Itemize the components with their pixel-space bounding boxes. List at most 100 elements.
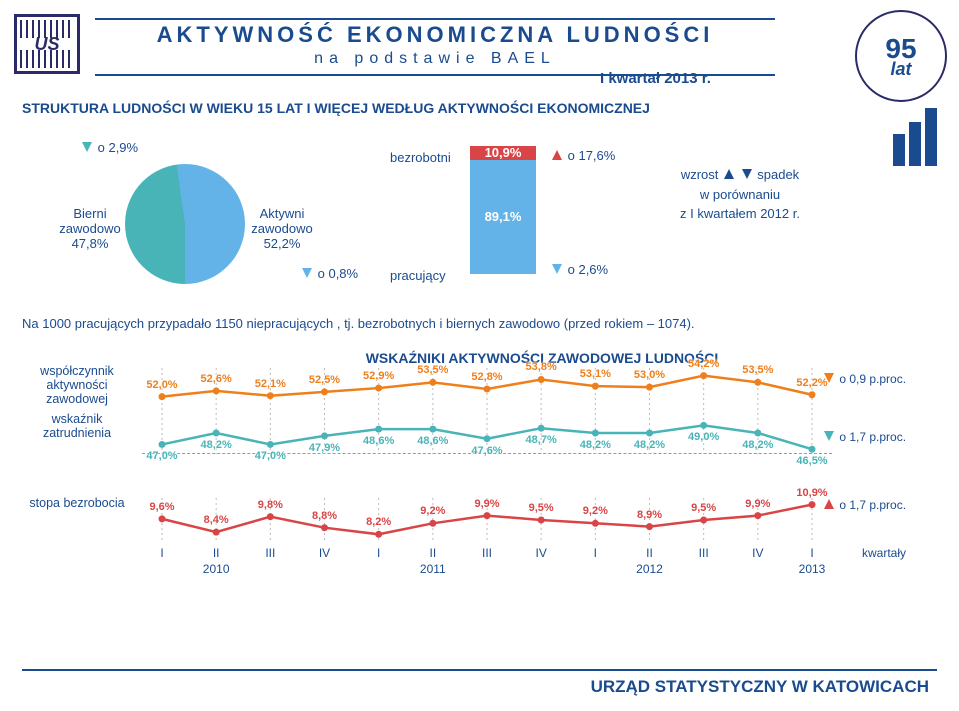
indicators-block: WSKAŹNIKI AKTYWNOŚCI ZAWODOWEJ LUDNOŚCI … bbox=[22, 350, 942, 582]
data-label: 9,5% bbox=[529, 502, 554, 514]
badge-bar bbox=[925, 108, 937, 166]
stack-change-bot: o 2,6% bbox=[550, 262, 608, 277]
data-label: 9,2% bbox=[583, 505, 608, 517]
data-label: 10,9% bbox=[796, 487, 827, 499]
data-label: 9,6% bbox=[149, 501, 174, 513]
data-label: 53,8% bbox=[526, 361, 557, 373]
x-tick: I bbox=[377, 546, 380, 560]
data-label: 52,5% bbox=[309, 374, 340, 386]
data-label: 8,4% bbox=[204, 514, 229, 526]
anniversary-badge: 95 lat bbox=[855, 10, 947, 102]
x-tick: II bbox=[213, 546, 220, 560]
data-label: 52,2% bbox=[796, 377, 827, 389]
data-label: 53,5% bbox=[417, 364, 448, 376]
section-subtitle: STRUKTURA LUDNOŚCI W WIEKU 15 LAT I WIĘC… bbox=[22, 100, 650, 116]
header-subtitle: na podstawie BAEL bbox=[95, 50, 775, 68]
x-tick: II bbox=[646, 546, 653, 560]
logo-stamp-text: US bbox=[17, 17, 77, 71]
badge-bars bbox=[893, 108, 937, 166]
data-label: 54,2% bbox=[688, 358, 719, 370]
data-label: 47,0% bbox=[146, 450, 177, 462]
arrow-up-icon bbox=[824, 499, 834, 509]
data-label: 47,0% bbox=[255, 450, 286, 462]
x-year: 2012 bbox=[636, 562, 663, 576]
data-label: 48,2% bbox=[634, 439, 665, 451]
x-axis: IIIIIIIVIIIIIIIVIIIIIIIVI201020112012201… bbox=[142, 542, 832, 582]
badge-bar bbox=[909, 122, 921, 166]
side-label-employment: wskaźnik zatrudnienia bbox=[22, 412, 132, 440]
data-label: 9,9% bbox=[745, 498, 770, 510]
data-label: 52,8% bbox=[471, 371, 502, 383]
data-label: 49,0% bbox=[688, 431, 719, 443]
stack-label-bot: pracujący bbox=[390, 268, 446, 283]
data-label: 9,2% bbox=[420, 505, 445, 517]
data-label: 8,2% bbox=[366, 516, 391, 528]
data-label: 48,6% bbox=[417, 435, 448, 447]
data-label: 52,6% bbox=[201, 373, 232, 385]
end-change-unemp: o 1,7 p.proc. bbox=[822, 498, 912, 512]
data-label: 9,5% bbox=[691, 502, 716, 514]
data-label: 9,9% bbox=[474, 498, 499, 510]
x-year: 2013 bbox=[799, 562, 826, 576]
logo-stamp: US bbox=[14, 14, 80, 74]
end-change-activity: o 0,9 p.proc. bbox=[822, 372, 912, 386]
pie-label-left: Bierni zawodowo 47,8% bbox=[55, 206, 125, 251]
data-label: 8,9% bbox=[637, 509, 662, 521]
pie-label-right: Aktywni zawodowo 52,2% bbox=[247, 206, 317, 251]
arrow-down-icon bbox=[82, 142, 92, 152]
pie-chart bbox=[125, 164, 245, 284]
side-label-unemp: stopa bezrobocia bbox=[22, 496, 132, 510]
pie-change-right: o 0,8% bbox=[300, 266, 358, 281]
x-tick: III bbox=[482, 546, 492, 560]
arrow-down-icon bbox=[552, 264, 562, 274]
arrow-up-icon bbox=[552, 150, 562, 160]
x-tick: IV bbox=[535, 546, 546, 560]
data-label: 52,9% bbox=[363, 370, 394, 382]
data-label: 53,5% bbox=[742, 364, 773, 376]
x-unit: kwartały bbox=[862, 546, 906, 560]
data-label: 48,2% bbox=[742, 439, 773, 451]
data-label: 48,2% bbox=[201, 439, 232, 451]
unemployment-chart: o 1,7 p.proc. 9,6%8,4%9,8%8,8%8,2%9,2%9,… bbox=[142, 498, 832, 542]
x-tick: IV bbox=[319, 546, 330, 560]
x-year: 2011 bbox=[420, 562, 446, 576]
stack-change-top: o 17,6% bbox=[550, 148, 615, 163]
side-label-activity: współczynnik aktywności zawodowej bbox=[22, 364, 132, 406]
legend-comparison: wzrost spadek w porównaniu z I kwartałem… bbox=[640, 165, 840, 224]
x-tick: III bbox=[265, 546, 275, 560]
data-label: 9,8% bbox=[258, 499, 283, 511]
end-change-employment: o 1,7 p.proc. bbox=[822, 430, 912, 444]
data-label: 47,6% bbox=[471, 445, 502, 457]
data-label: 48,7% bbox=[526, 434, 557, 446]
lines-chart: o 0,9 p.proc. o 1,7 p.proc. 52,0%52,6%52… bbox=[142, 368, 832, 454]
x-tick: II bbox=[429, 546, 436, 560]
data-label: 52,1% bbox=[255, 378, 286, 390]
arrow-down-icon bbox=[302, 268, 312, 278]
pie-change-left: o 2,9% bbox=[80, 140, 138, 155]
stacked-bar: 10,9% 89,1% bbox=[470, 146, 536, 274]
mid-sentence: Na 1000 pracujących przypadało 1150 niep… bbox=[22, 316, 849, 331]
data-label: 8,8% bbox=[312, 510, 337, 522]
data-label: 47,9% bbox=[309, 442, 340, 454]
data-label: 48,2% bbox=[580, 439, 611, 451]
header-title: AKTYWNOŚĆ EKONOMICZNA LUDNOŚCI bbox=[95, 22, 775, 48]
stack-seg-bot: 89,1% bbox=[470, 160, 536, 274]
x-tick: I bbox=[160, 546, 163, 560]
data-label: 48,6% bbox=[363, 435, 394, 447]
x-tick: III bbox=[699, 546, 709, 560]
x-year: 2010 bbox=[203, 562, 230, 576]
x-tick: I bbox=[594, 546, 597, 560]
stack-seg-top: 10,9% bbox=[470, 146, 536, 160]
footer-text: URZĄD STATYSTYCZNY W KATOWICACH bbox=[591, 677, 929, 697]
badge-label: lat bbox=[890, 59, 911, 80]
stack-label-top: bezrobotni bbox=[390, 150, 451, 165]
data-label: 52,0% bbox=[146, 379, 177, 391]
arrow-down-icon bbox=[824, 431, 834, 441]
x-tick: IV bbox=[752, 546, 763, 560]
badge-bar bbox=[893, 134, 905, 166]
header-box: AKTYWNOŚĆ EKONOMICZNA LUDNOŚCI na podsta… bbox=[95, 18, 775, 76]
data-label: 46,5% bbox=[796, 455, 827, 467]
data-label: 53,0% bbox=[634, 369, 665, 381]
x-tick: I bbox=[810, 546, 813, 560]
header-period: I kwartał 2013 r. bbox=[600, 70, 711, 87]
